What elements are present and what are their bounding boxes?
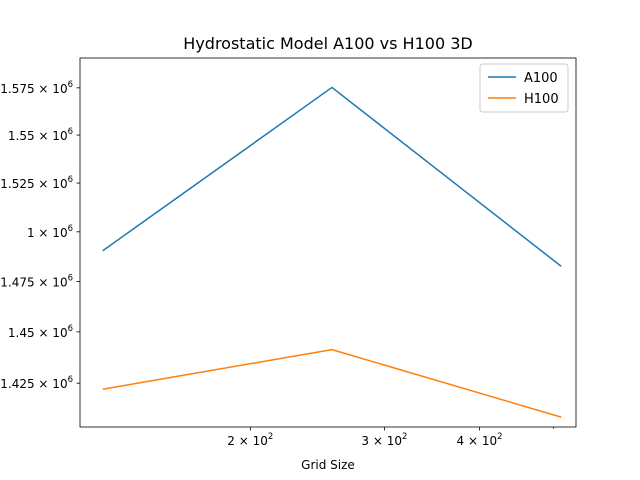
legend-label-a100: A100 — [524, 71, 558, 86]
y-tick-label: 1.55 × 106 — [8, 127, 73, 143]
series-line-h100 — [102, 348, 562, 418]
plot-frame — [79, 57, 577, 428]
x-tick-label: 2 × 102 — [227, 432, 273, 448]
series-layer — [102, 86, 562, 418]
axes-layer: 2 × 102 3 × 102 4 × 102 1.425 × 106 1.45 × 1… — [0, 57, 577, 448]
x-axis-label: Grid Size — [301, 458, 355, 472]
chart-title: Hydrostatic Model A100 vs H100 3D — [183, 34, 472, 53]
y-tick-label: 1.575 × 106 — [0, 80, 73, 96]
series-line-a100 — [102, 86, 562, 267]
legend-box — [479, 63, 569, 113]
y-tick-label: 1.475 × 106 — [0, 273, 73, 289]
y-tick-label: 1.525 × 106 — [0, 175, 73, 191]
legend-label-h100: H100 — [524, 92, 559, 107]
y-tick-label: 1.45 × 106 — [8, 324, 73, 340]
x-tick-label: 4 × 102 — [457, 432, 503, 448]
y-tick-label: 1.425 × 106 — [0, 375, 73, 391]
legend: A100 H100 — [479, 63, 569, 113]
x-tick-label: 3 × 102 — [361, 432, 407, 448]
y-tick-label: 1 × 106 — [27, 224, 73, 240]
